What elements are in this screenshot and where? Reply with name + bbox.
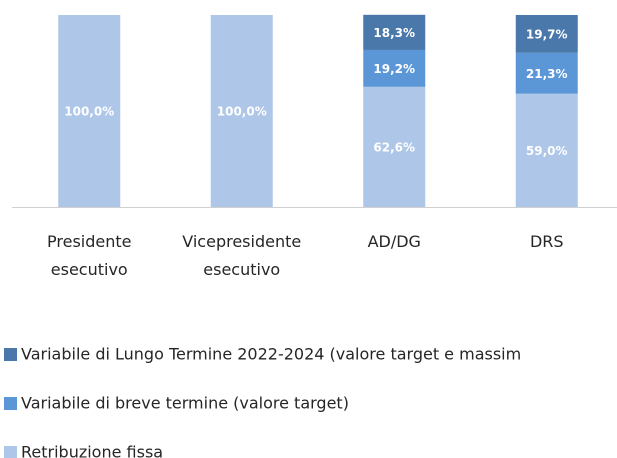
x-tick-label: DRS: [530, 232, 564, 251]
x-tick-label: Vicepresidente esecutivo: [182, 232, 301, 279]
bar-segment: [515, 93, 578, 207]
legend-label: Variabile di Lungo Termine 2022-2024 (va…: [21, 345, 521, 364]
bar-segment: [363, 49, 426, 87]
data-label: 100,0%: [64, 105, 114, 119]
bar-segment: [363, 86, 426, 207]
bar-segment: [58, 15, 121, 207]
x-tick-label: AD/DG: [368, 232, 421, 251]
bar-segment: [515, 52, 578, 94]
legend-swatch: [4, 397, 17, 410]
bar-segment: [210, 15, 273, 207]
legend-swatch: [4, 348, 17, 361]
bar-segment: [515, 15, 578, 53]
data-label: 18,3%: [373, 26, 415, 40]
bar-segment: [363, 14, 426, 50]
data-label: 19,2%: [373, 62, 415, 76]
legend-swatch: [4, 446, 17, 458]
legend-label: Retribuzione fissa: [21, 443, 163, 458]
data-label: 19,7%: [526, 27, 568, 41]
x-tick-label: Presidente esecutivo: [47, 232, 131, 279]
data-label: 21,3%: [526, 67, 568, 81]
data-label: 62,6%: [373, 140, 415, 154]
legend-label: Variabile di breve termine (valore targe…: [21, 394, 349, 413]
data-label: 59,0%: [526, 144, 568, 158]
data-label: 100,0%: [217, 105, 267, 119]
